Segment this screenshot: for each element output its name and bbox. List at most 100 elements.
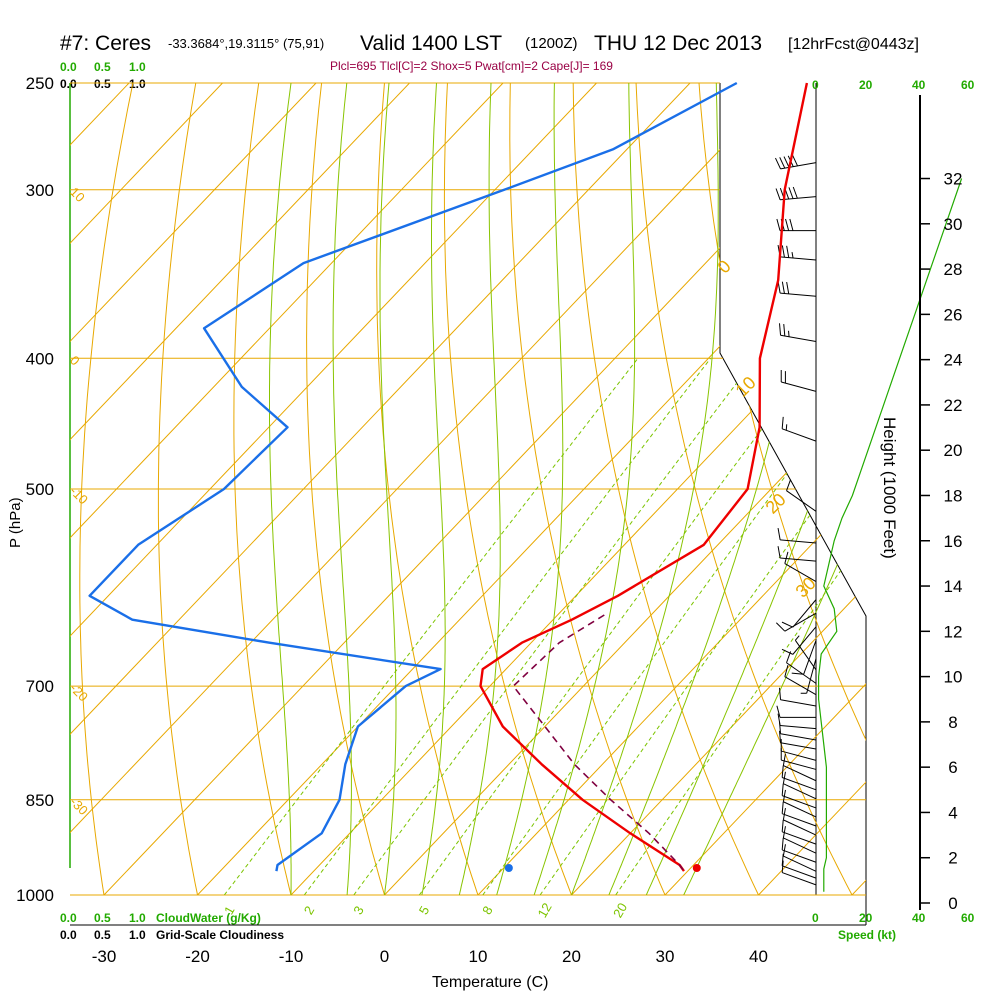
barb-shaft: [803, 640, 817, 675]
pressure-label-700: 700: [26, 677, 54, 696]
barb-shaft: [780, 733, 817, 741]
speed-top-40: 40: [912, 78, 926, 92]
mixing-ratio-label: 20: [610, 900, 630, 920]
wind-barb: [781, 837, 817, 863]
barb-flag: [777, 527, 781, 540]
barb-half-flag: [785, 424, 788, 431]
valid-time: Valid 1400 LST: [360, 32, 502, 55]
dry-adiabat-line: [755, 83, 866, 895]
barb-flag: [776, 705, 781, 718]
dry-adiabat-line: [376, 83, 489, 895]
wind-barb: [780, 370, 817, 392]
bottom-black-2: 1.0: [129, 928, 146, 942]
mixing-ratio-label: 5: [416, 903, 433, 917]
bottom-green-0: 0.0: [60, 911, 77, 925]
bottom-green-2: 1.0: [129, 911, 146, 925]
isotherm-line: [70, 83, 317, 895]
moist-adiabat-line: [533, 83, 636, 895]
temperature-profile: [479, 82, 809, 872]
isotherm-line: [70, 83, 410, 895]
barb-shaft: [783, 855, 817, 872]
barb-shaft: [782, 831, 817, 845]
wind-barb: [782, 826, 817, 854]
isobar-lines: [70, 82, 866, 896]
barb-flag: [781, 648, 794, 655]
barb-flag: [786, 479, 792, 491]
barb-flag: [779, 157, 786, 169]
mixing-ratio-line: [418, 358, 816, 895]
speed-axis-title: Speed (kt): [838, 928, 896, 942]
barb-flag: [782, 844, 786, 857]
moist-adiabat-line: [332, 83, 365, 895]
barb-half-flag: [788, 330, 790, 337]
mixing-ratio-label: 8: [479, 903, 496, 917]
barb-flag: [786, 281, 790, 294]
mixing-ratio-label: 12: [535, 900, 555, 920]
speed-top-20: 20: [859, 78, 873, 92]
barb-shaft: [783, 765, 817, 782]
barb-shaft: [783, 801, 817, 818]
top-black-1: 0.5: [94, 77, 111, 91]
isotherm-line: [70, 83, 691, 895]
barb-shaft: [792, 599, 817, 628]
barb-flag: [789, 218, 794, 231]
dry-adiabat-line: [157, 83, 211, 895]
isotherm-line: [851, 83, 866, 895]
wind-barb: [784, 664, 817, 696]
wind-barb: [780, 739, 817, 761]
barb-shaft: [782, 777, 817, 791]
barb-shaft: [780, 256, 817, 261]
speed-top-0: 0: [812, 78, 819, 92]
wind-barb: [781, 801, 817, 827]
barb-shaft: [781, 381, 817, 392]
dewpoint-profile: [88, 81, 738, 872]
temp-tick-0: 0: [380, 947, 389, 966]
barb-shaft: [792, 626, 817, 655]
height-tick-label: 8: [948, 713, 957, 732]
speed-bot-0: 0: [812, 911, 819, 925]
barb-flag: [781, 621, 794, 628]
wind-barb: [794, 635, 817, 671]
height-tick-label: 30: [944, 215, 963, 234]
isotherm-line: [664, 83, 866, 895]
mixing-ratio-label: 3: [350, 903, 367, 917]
temperature-surface-dot: [692, 864, 701, 872]
barb-flag: [788, 187, 794, 199]
mixing-ratio-label: 2: [301, 903, 318, 917]
barb-flag: [782, 826, 786, 839]
barb-shaft: [780, 292, 817, 297]
barb-flag: [792, 154, 799, 167]
mixing-ratio-line: [353, 357, 756, 895]
barb-shaft: [780, 699, 817, 707]
barb-shaft: [780, 557, 817, 562]
barb-shaft: [780, 539, 817, 544]
height-axis-title: Height (1000 Feet): [880, 417, 899, 559]
barb-shaft: [806, 658, 817, 694]
barb-shaft: [781, 750, 817, 761]
dry-adiabat-line: [233, 83, 299, 895]
isotherm-line: [290, 83, 866, 895]
barb-flag: [775, 622, 786, 632]
barb-flag: [775, 188, 781, 200]
wind-speed-scale: 0 20 40 60 0 20 40 60 Speed (kt): [812, 78, 975, 942]
pressure-label-400: 400: [26, 349, 54, 368]
wind-barb: [781, 626, 817, 655]
wind-barb: [786, 479, 817, 512]
forecast-date: THU 12 Dec 2013: [594, 32, 762, 55]
barb-shaft: [780, 725, 817, 730]
barb-flag: [781, 765, 784, 778]
barb-flag: [781, 860, 784, 873]
moist-adiabat-line: [496, 83, 564, 895]
wind-barb: [779, 721, 817, 741]
wind-barb: [791, 640, 817, 675]
barb-shaft: [780, 162, 817, 170]
cloudwater-label: CloudWater (g/Kg): [156, 911, 261, 925]
height-tick-label: 10: [944, 668, 963, 687]
isotherm-line: [70, 83, 504, 895]
barb-flag: [784, 551, 789, 564]
forecast-info: [12hrFcst@0443z]: [788, 36, 919, 53]
moist-adiabat-line: [645, 83, 866, 895]
height-tick-label: 16: [944, 532, 963, 551]
